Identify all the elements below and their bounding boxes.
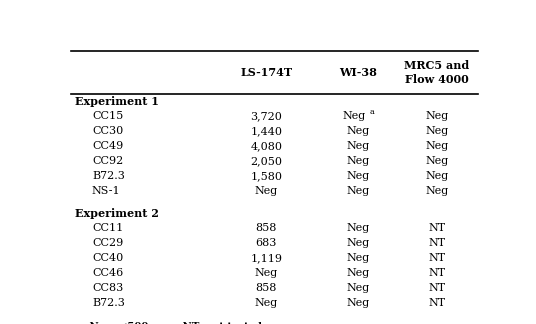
Text: NT: NT xyxy=(428,268,445,278)
Text: Neg: Neg xyxy=(425,111,448,121)
Text: 858: 858 xyxy=(256,284,277,293)
Text: 858: 858 xyxy=(256,224,277,234)
Text: Neg: Neg xyxy=(346,298,369,308)
Text: Neg: Neg xyxy=(255,268,278,278)
Text: WI-38: WI-38 xyxy=(339,67,377,78)
Text: CC30: CC30 xyxy=(92,126,123,136)
Text: Neg: Neg xyxy=(343,111,366,121)
Text: Neg: Neg xyxy=(346,284,369,293)
Text: a: a xyxy=(369,108,374,116)
Text: Neg: Neg xyxy=(425,171,448,181)
Text: Neg: Neg xyxy=(255,186,278,196)
Text: Neg: Neg xyxy=(255,298,278,308)
Text: Neg: Neg xyxy=(425,156,448,166)
Text: 1,119: 1,119 xyxy=(250,253,282,263)
Text: Neg, <500 cpm; NT, not tested.: Neg, <500 cpm; NT, not tested. xyxy=(86,322,265,324)
Text: 683: 683 xyxy=(256,238,277,249)
Text: LS-174T: LS-174T xyxy=(240,67,293,78)
Text: Neg: Neg xyxy=(425,141,448,151)
Text: B72.3: B72.3 xyxy=(92,298,125,308)
Text: 3,720: 3,720 xyxy=(250,111,282,121)
Text: NS-1: NS-1 xyxy=(92,186,121,196)
Text: B72.3: B72.3 xyxy=(92,171,125,181)
Text: 1,580: 1,580 xyxy=(250,171,282,181)
Text: CC29: CC29 xyxy=(92,238,123,249)
Text: CC11: CC11 xyxy=(92,224,123,234)
Text: NT: NT xyxy=(428,224,445,234)
Text: Neg: Neg xyxy=(346,238,369,249)
Text: CC83: CC83 xyxy=(92,284,123,293)
Text: CC40: CC40 xyxy=(92,253,123,263)
Text: Neg: Neg xyxy=(346,171,369,181)
Text: Neg: Neg xyxy=(425,186,448,196)
Text: Neg: Neg xyxy=(425,126,448,136)
Text: CC92: CC92 xyxy=(92,156,123,166)
Text: Experiment 2: Experiment 2 xyxy=(75,208,159,219)
Text: NT: NT xyxy=(428,284,445,293)
Text: Neg: Neg xyxy=(346,186,369,196)
Text: CC15: CC15 xyxy=(92,111,123,121)
Text: MRC5 and
Flow 4000: MRC5 and Flow 4000 xyxy=(404,60,470,85)
Text: Neg: Neg xyxy=(346,156,369,166)
Text: NT: NT xyxy=(428,238,445,249)
Text: 1,440: 1,440 xyxy=(250,126,282,136)
Text: NT: NT xyxy=(428,298,445,308)
Text: 2,050: 2,050 xyxy=(250,156,282,166)
Text: ᵃ: ᵃ xyxy=(75,323,79,324)
Text: CC49: CC49 xyxy=(92,141,123,151)
Text: Neg: Neg xyxy=(346,141,369,151)
Text: Neg: Neg xyxy=(346,253,369,263)
Text: 4,080: 4,080 xyxy=(250,141,282,151)
Text: Neg: Neg xyxy=(346,224,369,234)
Text: Experiment 1: Experiment 1 xyxy=(75,96,159,107)
Text: Neg: Neg xyxy=(346,268,369,278)
Text: Neg: Neg xyxy=(346,126,369,136)
Text: NT: NT xyxy=(428,253,445,263)
Text: CC46: CC46 xyxy=(92,268,123,278)
